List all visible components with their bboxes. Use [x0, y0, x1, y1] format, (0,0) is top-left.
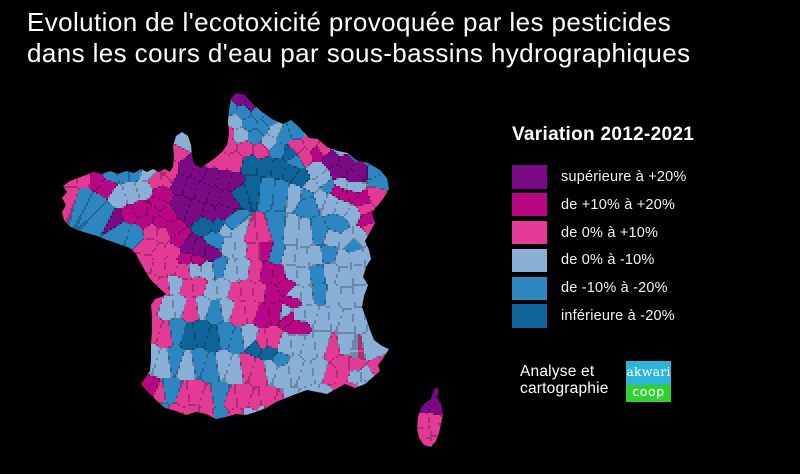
legend-item-label: inférieure à -20%	[561, 308, 675, 325]
logo-coop-text: coop	[632, 384, 665, 399]
legend-item-label: de 0% à +10%	[561, 224, 659, 241]
legend-item: supérieure à +20%	[512, 165, 694, 189]
credit-line-1: Analyse et	[520, 363, 595, 380]
title-line-2: dans les cours d'eau par sous-bassins hy…	[27, 38, 691, 68]
legend-item: de 0% à +10%	[512, 220, 694, 245]
legend-item-label: de -10% à -20%	[561, 280, 668, 297]
akwari-logo: akwari coop	[626, 361, 671, 402]
legend-swatch	[512, 220, 547, 245]
logo-brand-text: akwari	[626, 364, 671, 379]
logo-grass	[626, 384, 671, 402]
legend: Variation 2012-2021 supérieure à +20% de…	[512, 124, 694, 332]
legend-swatch	[512, 165, 547, 189]
legend-item: de +10% à +20%	[512, 192, 694, 217]
legend-title: Variation 2012-2021	[512, 124, 695, 145]
legend-item-label: de +10% à +20%	[561, 196, 676, 213]
credit-line-2: cartographie	[520, 379, 609, 397]
legend-swatch	[512, 248, 547, 273]
legend-item: de -10% à -20%	[512, 276, 694, 301]
page-title: Evolution de l'ecotoxicité provoquée par…	[27, 7, 691, 69]
credit: Analyse et cartographie	[520, 363, 609, 397]
legend-item: inférieure à -20%	[512, 304, 694, 328]
legend-item-label: de 0% à -10%	[561, 252, 655, 269]
logo-background	[626, 361, 671, 402]
legend-swatch	[512, 304, 547, 328]
title-line-1: Evolution de l'ecotoxicité provoquée par…	[27, 7, 672, 37]
legend-item: de 0% à -10%	[512, 248, 694, 273]
legend-item-label: supérieure à +20%	[561, 168, 687, 185]
legend-swatch	[512, 276, 547, 301]
legend-swatch	[512, 192, 547, 217]
